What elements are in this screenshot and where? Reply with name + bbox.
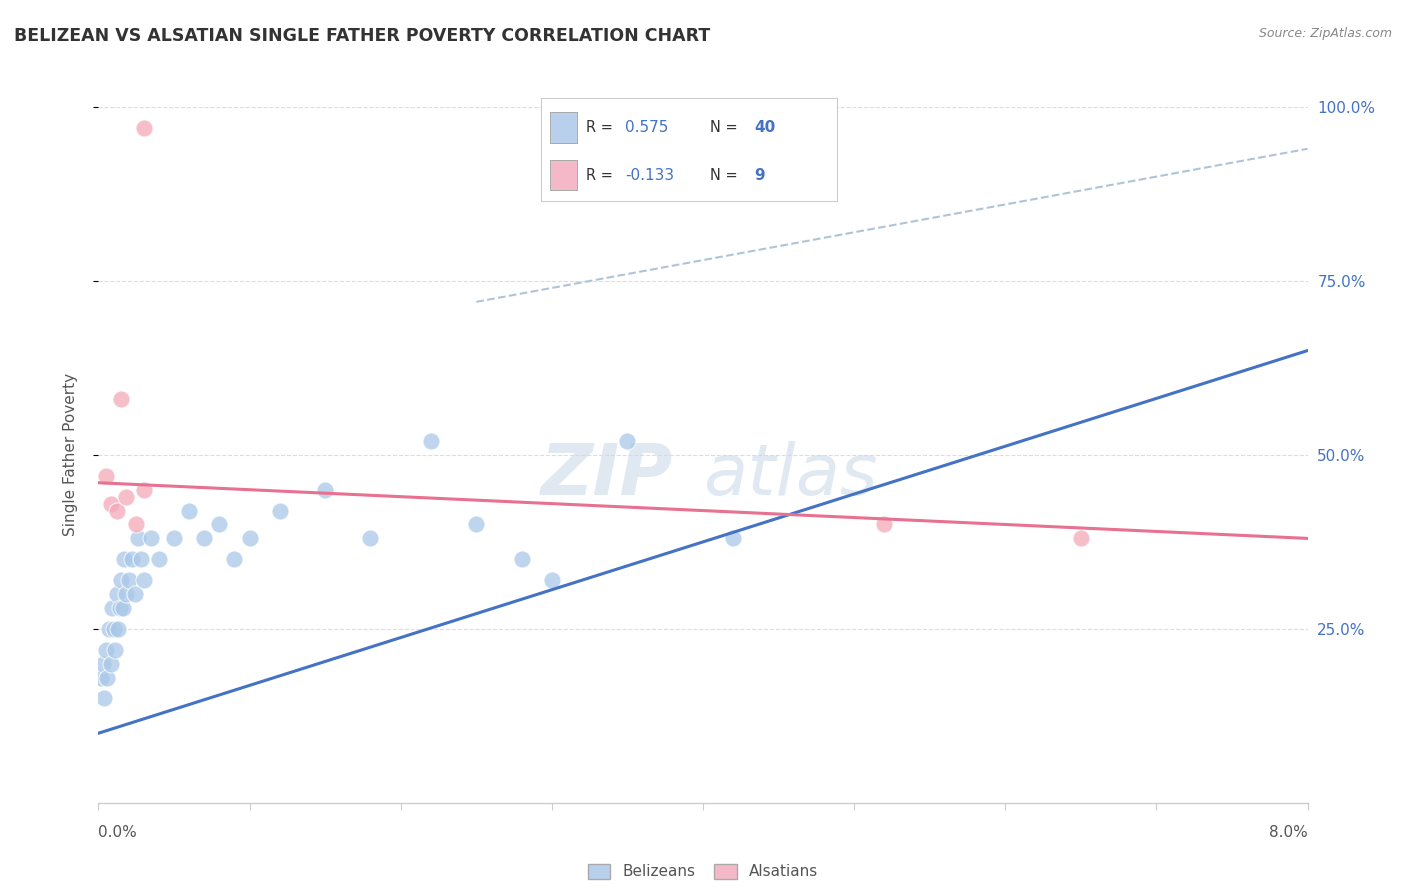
Point <box>148 552 170 566</box>
Point <box>94 642 117 657</box>
Text: 9: 9 <box>754 168 765 183</box>
Point <box>132 573 155 587</box>
Text: BELIZEAN VS ALSATIAN SINGLE FATHER POVERTY CORRELATION CHART: BELIZEAN VS ALSATIAN SINGLE FATHER POVER… <box>14 27 710 45</box>
Point <box>93 691 115 706</box>
Point <box>105 587 128 601</box>
Point <box>114 490 136 504</box>
Point <box>541 573 564 587</box>
Point <box>100 657 122 671</box>
Point <box>132 483 155 497</box>
Point <box>127 532 149 546</box>
Point <box>616 434 638 448</box>
Point <box>110 392 132 407</box>
Point <box>103 622 125 636</box>
Text: -0.133: -0.133 <box>626 168 675 183</box>
Point <box>124 587 146 601</box>
Point <box>510 552 533 566</box>
Point <box>129 552 152 566</box>
Point <box>94 468 117 483</box>
Point <box>314 483 336 497</box>
Point <box>105 503 128 517</box>
FancyBboxPatch shape <box>550 160 576 190</box>
Point <box>224 552 246 566</box>
Legend: Belizeans, Alsatians: Belizeans, Alsatians <box>582 857 824 886</box>
Point <box>269 503 291 517</box>
Point <box>420 434 443 448</box>
Text: Source: ZipAtlas.com: Source: ZipAtlas.com <box>1258 27 1392 40</box>
Point <box>239 532 262 546</box>
Text: 0.575: 0.575 <box>626 120 669 136</box>
Point <box>723 532 745 546</box>
Point <box>90 671 112 685</box>
Text: 40: 40 <box>754 120 775 136</box>
Point <box>193 532 215 546</box>
Point <box>465 517 488 532</box>
Point <box>873 517 896 532</box>
Text: atlas: atlas <box>703 442 877 510</box>
Point <box>98 622 121 636</box>
Point <box>96 671 118 685</box>
Y-axis label: Single Father Poverty: Single Father Poverty <box>63 374 77 536</box>
Point <box>141 532 163 546</box>
Point <box>108 601 131 615</box>
Point <box>118 573 141 587</box>
Point <box>208 517 231 532</box>
Text: N =: N = <box>710 120 737 136</box>
Point <box>121 552 143 566</box>
Point <box>91 657 114 671</box>
Text: N =: N = <box>710 168 737 183</box>
Point <box>163 532 186 546</box>
Text: R =: R = <box>586 120 613 136</box>
Point <box>107 622 129 636</box>
Point <box>111 601 134 615</box>
Point <box>104 642 127 657</box>
Text: ZIP: ZIP <box>540 442 673 510</box>
FancyBboxPatch shape <box>550 112 576 144</box>
Point <box>360 532 382 546</box>
Point <box>125 517 148 532</box>
Text: 8.0%: 8.0% <box>1268 825 1308 840</box>
Text: 0.0%: 0.0% <box>98 825 138 840</box>
Point <box>110 573 132 587</box>
Point <box>132 120 155 135</box>
Text: R =: R = <box>586 168 613 183</box>
Point <box>100 497 122 511</box>
Point <box>112 552 135 566</box>
Point <box>1070 532 1092 546</box>
Point <box>101 601 124 615</box>
Point <box>179 503 201 517</box>
Point <box>114 587 136 601</box>
